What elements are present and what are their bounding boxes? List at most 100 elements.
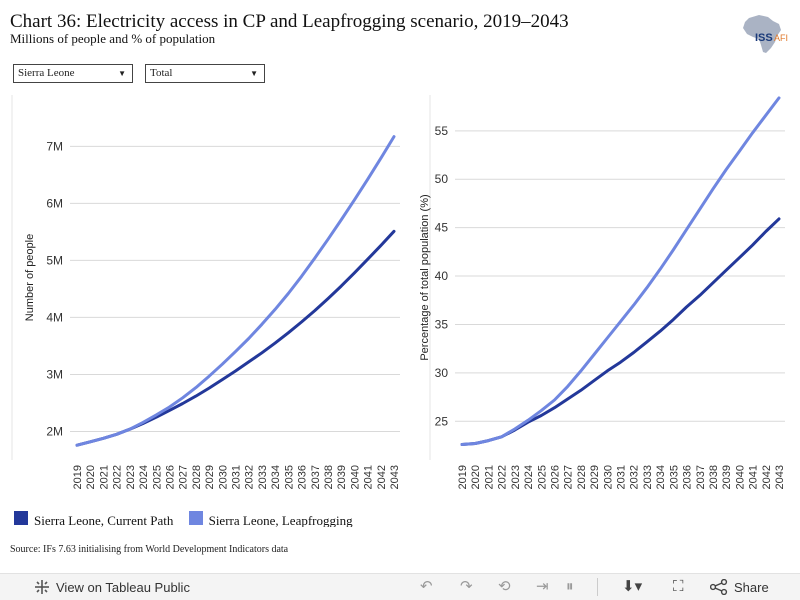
y-axis-title: Number of people	[24, 234, 36, 321]
legend-item-current-path[interactable]: Sierra Leone, Current Path	[14, 509, 174, 527]
x-tick-label: 2036	[682, 465, 694, 489]
x-tick-label: 2028	[191, 465, 203, 489]
country-dropdown-value: Sierra Leone	[18, 67, 75, 79]
x-tick-label: 2042	[761, 465, 773, 489]
x-tick-label: 2037	[695, 465, 707, 489]
y-tick-label: 6M	[46, 196, 63, 210]
view-on-tableau-label: View on Tableau Public	[56, 579, 190, 595]
x-tick-label: 2029	[589, 465, 601, 489]
chevron-down-icon: ▼	[118, 69, 126, 78]
x-tick-label: 2032	[244, 465, 256, 489]
y-axis-title: Percentage of total population (%)	[419, 194, 431, 360]
chevron-down-icon: ▼	[250, 69, 258, 78]
x-tick-label: 2043	[389, 465, 401, 489]
measure-dropdown-value: Total	[150, 67, 173, 79]
x-tick-label: 2028	[576, 465, 588, 489]
logo-iss-text: ISS	[755, 32, 773, 44]
x-tick-label: 2041	[748, 465, 760, 489]
x-tick-label: 2043	[774, 465, 786, 489]
series-line-leapfrogging	[75, 135, 396, 447]
x-tick-label: 2040	[734, 465, 746, 489]
series-line-current-path	[75, 229, 396, 447]
y-tick-label: 7M	[46, 139, 63, 153]
x-tick-label: 2022	[112, 465, 124, 489]
x-tick-label: 2020	[85, 465, 97, 489]
x-tick-label: 2033	[257, 465, 269, 489]
iss-africa-logo: ISS AFI	[735, 12, 795, 56]
x-tick-label: 2035	[668, 465, 680, 489]
share-button[interactable]: Share	[710, 579, 769, 595]
x-tick-label: 2029	[204, 465, 216, 489]
x-tick-label: 2035	[283, 465, 295, 489]
pause-icon[interactable]: ⏸	[566, 578, 574, 595]
y-tick-label: 3M	[46, 367, 63, 381]
x-tick-label: 2041	[363, 465, 375, 489]
chart-subtitle: Millions of people and % of population	[10, 31, 216, 46]
y-tick-label: 4M	[46, 310, 63, 324]
legend-swatch	[14, 511, 28, 525]
y-tick-label: 25	[435, 414, 449, 428]
x-tick-label: 2031	[231, 465, 243, 489]
x-tick-label: 2042	[376, 465, 388, 489]
x-tick-label: 2030	[602, 465, 614, 489]
series-line-current-path	[460, 217, 781, 446]
x-tick-label: 2033	[642, 465, 654, 489]
x-tick-label: 2021	[483, 465, 495, 489]
view-on-tableau-link[interactable]: View on Tableau Public	[34, 579, 190, 595]
undo-icon[interactable]: ↶	[420, 578, 433, 595]
x-tick-label: 2023	[125, 465, 137, 489]
y-tick-label: 2M	[46, 424, 63, 438]
x-tick-label: 2038	[708, 465, 720, 489]
logo-afi-text: AFI	[774, 33, 788, 43]
download-icon[interactable]: ⬇▾	[622, 578, 643, 595]
legend-label: Sierra Leone, Leapfrogging	[208, 513, 353, 527]
x-tick-label: 2022	[497, 465, 509, 489]
country-dropdown[interactable]: Sierra Leone ▼	[13, 64, 133, 83]
x-tick-label: 2021	[98, 465, 110, 489]
x-tick-label: 2031	[616, 465, 628, 489]
legend-item-leapfrogging[interactable]: Sierra Leone, Leapfrogging	[188, 509, 353, 527]
x-tick-label: 2034	[270, 465, 282, 489]
measure-dropdown[interactable]: Total ▼	[145, 64, 265, 83]
x-tick-label: 2025	[536, 465, 548, 489]
x-tick-label: 2019	[72, 465, 84, 489]
x-tick-label: 2024	[138, 465, 150, 489]
x-tick-label: 2036	[297, 465, 309, 489]
x-tick-label: 2027	[178, 465, 190, 489]
fullscreen-icon[interactable]: ⛶	[673, 578, 684, 595]
chart-legend: Sierra Leone, Current Path Sierra Leone,…	[14, 509, 365, 527]
y-tick-label: 50	[435, 172, 449, 186]
y-tick-label: 35	[435, 317, 449, 331]
x-tick-label: 2038	[323, 465, 335, 489]
y-tick-label: 40	[435, 269, 449, 283]
legend-swatch	[188, 511, 203, 525]
x-tick-label: 2039	[721, 465, 733, 489]
forward-icon[interactable]: ⇥	[536, 578, 549, 595]
africa-map-icon: ISS AFI	[743, 15, 788, 53]
x-tick-label: 2032	[629, 465, 641, 489]
x-tick-label: 2039	[336, 465, 348, 489]
x-tick-label: 2037	[310, 465, 322, 489]
share-icon	[710, 579, 728, 595]
x-tick-label: 2019	[457, 465, 469, 489]
share-label: Share	[734, 579, 769, 595]
x-tick-label: 2023	[510, 465, 522, 489]
redo-icon[interactable]: ↷	[460, 578, 473, 595]
chart-title: Chart 36: Electricity access in CP and L…	[10, 11, 569, 32]
x-tick-label: 2020	[470, 465, 482, 489]
revert-icon[interactable]: ⟲	[498, 578, 511, 595]
x-tick-label: 2026	[164, 465, 176, 489]
x-tick-label: 2024	[523, 465, 535, 489]
legend-label: Sierra Leone, Current Path	[34, 513, 174, 527]
y-tick-label: 5M	[46, 253, 63, 267]
y-tick-label: 45	[435, 221, 449, 235]
x-tick-label: 2027	[563, 465, 575, 489]
tableau-logo-icon	[35, 580, 49, 594]
y-tick-label: 30	[435, 366, 449, 380]
footer-divider	[597, 578, 598, 596]
source-note: Source: IFs 7.63 initialising from World…	[10, 544, 289, 555]
series-line-leapfrogging	[460, 96, 781, 446]
x-tick-label: 2034	[655, 465, 667, 489]
x-tick-label: 2040	[349, 465, 361, 489]
